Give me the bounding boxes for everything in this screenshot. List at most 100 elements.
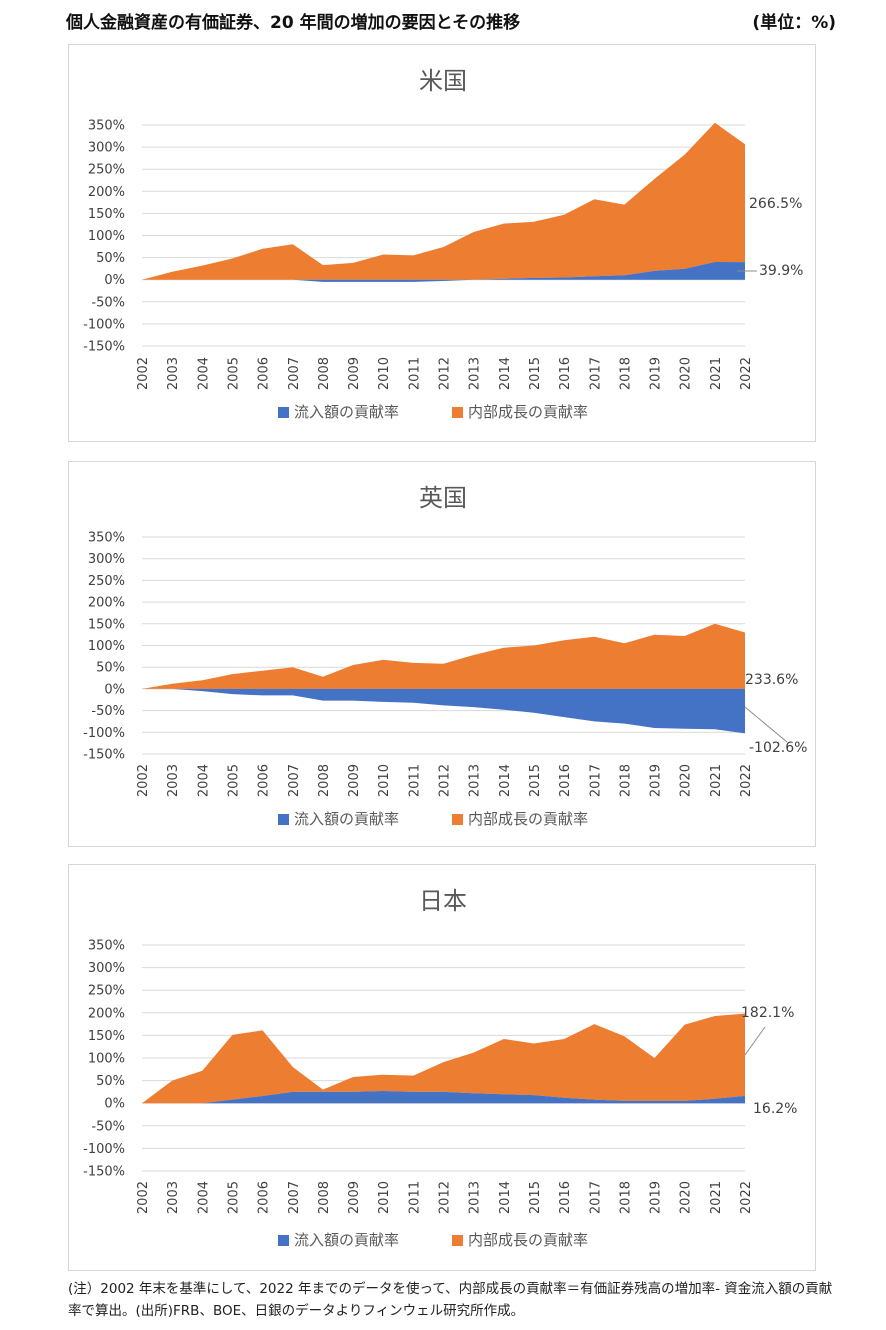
legend-label-inflow: 流入額の貢献率 <box>294 810 399 828</box>
page-header: 個人金融資産の有価証券、20 年間の増加の要因とその推移 (単位：%) <box>0 0 886 40</box>
x-tick-label: 2019 <box>649 1181 664 1214</box>
x-tick-label: 2007 <box>287 1181 302 1214</box>
x-tick-label: 2005 <box>226 764 241 797</box>
y-tick-label: -100% <box>83 726 125 741</box>
y-tick-label: 0% <box>104 682 125 697</box>
area-internal-growth <box>142 122 745 280</box>
x-tick-label: 2018 <box>618 1181 633 1214</box>
x-tick-label: 2018 <box>618 764 633 797</box>
value-annotation: 182.1% <box>741 1005 794 1021</box>
chart-legend: 流入額の貢献率 内部成長の貢献率 <box>278 403 588 421</box>
x-tick-label: 2020 <box>679 764 694 797</box>
y-tick-label: 250% <box>88 984 125 999</box>
x-tick-label: 2011 <box>407 1181 422 1214</box>
x-tick-label: 2014 <box>498 357 513 390</box>
y-tick-label: 50% <box>96 661 125 676</box>
area-internal-growth <box>142 623 745 689</box>
area-inflow <box>142 262 745 282</box>
x-tick-label: 2018 <box>618 357 633 390</box>
y-tick-label: -100% <box>83 1142 125 1157</box>
x-tick-label: 2022 <box>739 764 754 797</box>
x-tick-label: 2019 <box>649 764 664 797</box>
x-tick-label: 2011 <box>407 764 422 797</box>
legend-label-internal: 内部成長の貢献率 <box>468 810 588 828</box>
x-tick-label: 2013 <box>468 357 483 390</box>
y-tick-label: 200% <box>88 1006 125 1021</box>
y-tick-label: 50% <box>96 251 125 266</box>
chart-title: 英国 <box>419 484 467 512</box>
x-tick-label: 2009 <box>347 357 362 390</box>
y-tick-label: 350% <box>88 119 125 134</box>
y-tick-label: 300% <box>88 141 125 156</box>
x-tick-label: 2006 <box>257 357 272 390</box>
annotation-leader <box>744 706 788 743</box>
value-annotation: 266.5% <box>749 196 802 212</box>
legend-label-internal: 内部成長の貢献率 <box>468 403 588 421</box>
y-tick-label: -50% <box>91 295 125 310</box>
x-tick-label: 2003 <box>166 1181 181 1214</box>
y-tick-label: 100% <box>88 639 125 654</box>
legend-swatch-internal <box>452 1235 463 1246</box>
area-inflow <box>142 1091 745 1104</box>
y-tick-label: 150% <box>88 207 125 222</box>
y-tick-label: 100% <box>88 229 125 244</box>
x-tick-label: 2016 <box>558 1181 573 1214</box>
x-tick-label: 2009 <box>347 1181 362 1214</box>
x-tick-label: 2010 <box>377 1181 392 1214</box>
value-annotation: -102.6% <box>749 740 807 756</box>
y-tick-label: 350% <box>88 531 125 546</box>
y-tick-label: 300% <box>88 961 125 976</box>
legend-swatch-inflow <box>278 1235 289 1246</box>
x-tick-label: 2004 <box>196 357 211 390</box>
chart-title: 米国 <box>419 67 467 95</box>
y-tick-label: 250% <box>88 574 125 589</box>
y-tick-label: 150% <box>88 617 125 632</box>
y-tick-label: 200% <box>88 596 125 611</box>
x-tick-label: 2013 <box>468 1181 483 1214</box>
chart-japan-svg: 日本 350% 300% 250% 200% 150% 100% 50% 0% -50% -100%… <box>83 887 797 1249</box>
x-tick-label: 2002 <box>136 357 151 390</box>
x-tick-label: 2016 <box>558 357 573 390</box>
x-tick-label: 2017 <box>588 357 603 390</box>
chart-japan: 日本 350% 300% 250% 200% 150% 100% 50% 0% -50% -100%… <box>68 864 816 1271</box>
x-tick-label: 2015 <box>528 1181 543 1214</box>
chart-legend: 流入額の貢献率 内部成長の貢献率 <box>278 810 588 828</box>
y-tick-label: -150% <box>83 748 125 763</box>
x-tick-label: 2012 <box>438 357 453 390</box>
x-tick-label: 2003 <box>166 357 181 390</box>
value-annotation: 39.9% <box>759 263 803 279</box>
x-tick-label: 2004 <box>196 764 211 797</box>
chart-usa: 米国 350% 300% 250% 200% 150% 100% 50% 0% -50% -100%… <box>68 44 816 442</box>
x-tick-label: 2020 <box>679 1181 694 1214</box>
area-internal-growth <box>142 1013 745 1104</box>
x-tick-label: 2010 <box>377 357 392 390</box>
y-tick-label: 0% <box>104 273 125 288</box>
legend-swatch-inflow <box>278 407 289 418</box>
chart-title: 日本 <box>419 887 467 915</box>
annotation-leader <box>744 1026 766 1056</box>
y-tick-label: -150% <box>83 340 125 355</box>
y-tick-label: 50% <box>96 1074 125 1089</box>
x-tick-label: 2021 <box>709 764 724 797</box>
y-tick-label: 300% <box>88 552 125 567</box>
chart-uk: 英国 350% 300% 250% 200% 150% 100% 50% 0% -50% -100%… <box>68 461 816 847</box>
legend-label-inflow: 流入額の貢献率 <box>294 1231 399 1249</box>
x-tick-label: 2008 <box>317 357 332 390</box>
y-tick-label: 150% <box>88 1029 125 1044</box>
x-tick-label: 2008 <box>317 1181 332 1214</box>
legend-label-inflow: 流入額の貢献率 <box>294 403 399 421</box>
y-tick-label: 250% <box>88 163 125 178</box>
page-title: 個人金融資産の有価証券、20 年間の増加の要因とその推移 <box>66 13 521 33</box>
y-tick-label: -150% <box>83 1165 125 1180</box>
y-tick-label: 0% <box>104 1097 125 1112</box>
chart-usa-svg: 米国 350% 300% 250% 200% 150% 100% 50% 0% -50% -100%… <box>83 67 803 421</box>
x-tick-label: 2003 <box>166 764 181 797</box>
legend-swatch-internal <box>452 814 463 825</box>
x-tick-label: 2020 <box>679 357 694 390</box>
x-tick-label: 2009 <box>347 764 362 797</box>
y-tick-label: 200% <box>88 185 125 200</box>
x-tick-label: 2016 <box>558 764 573 797</box>
x-tick-label: 2017 <box>588 1181 603 1214</box>
x-tick-label: 2012 <box>438 764 453 797</box>
y-tick-label: 350% <box>88 939 125 954</box>
